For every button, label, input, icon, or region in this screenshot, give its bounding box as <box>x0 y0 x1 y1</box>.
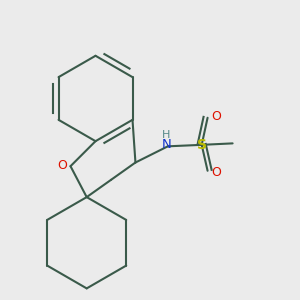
Text: H: H <box>162 130 171 140</box>
Text: S: S <box>197 138 207 152</box>
Text: O: O <box>57 159 67 172</box>
Text: N: N <box>161 138 171 151</box>
Text: O: O <box>212 166 221 179</box>
Text: O: O <box>212 110 221 123</box>
